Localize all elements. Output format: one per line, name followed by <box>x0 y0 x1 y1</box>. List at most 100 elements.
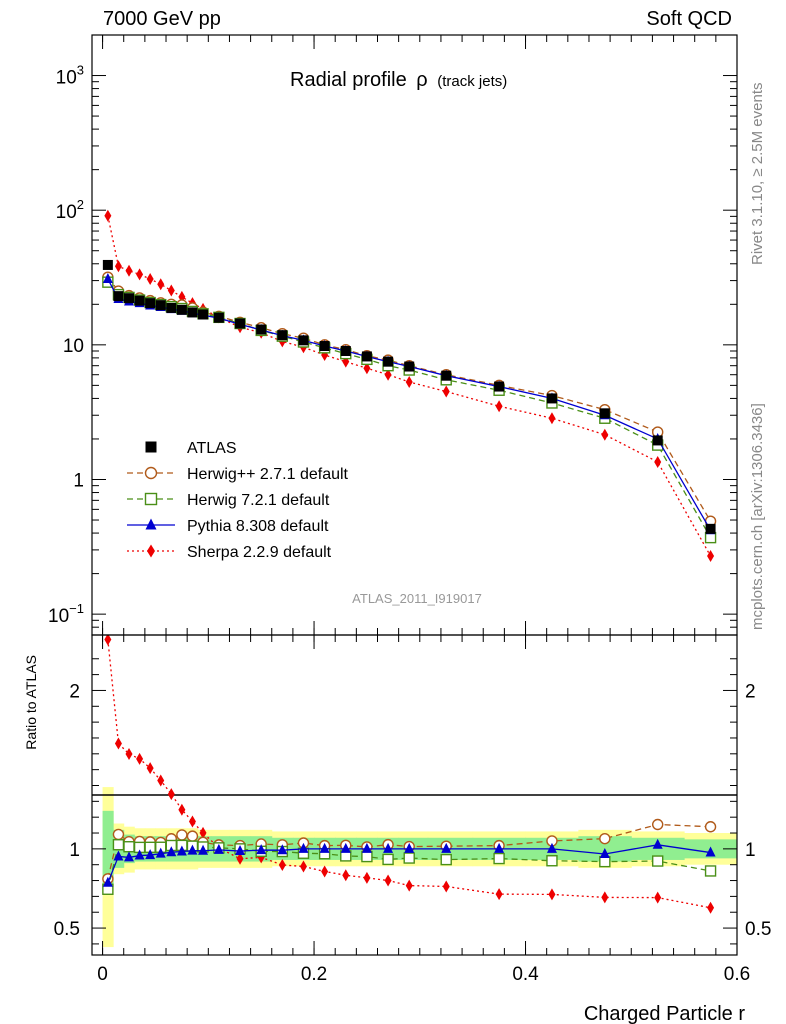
data-point <box>136 268 144 281</box>
ratio-point <box>403 852 415 864</box>
ratio-band-green <box>631 837 685 860</box>
side-label-rivet: Rivet 3.1.10, ≥ 2.5M events <box>749 83 766 266</box>
data-point <box>705 523 716 534</box>
series-sherpa-2-2-9-default <box>104 209 715 563</box>
data-point <box>654 455 662 468</box>
y-tick-label: 102 <box>56 197 84 223</box>
ratio-series-pythia-8-308-default <box>102 838 716 887</box>
data-point <box>146 273 154 286</box>
ratio-line <box>107 639 711 909</box>
data-point <box>256 324 267 335</box>
ratio-y-tick-label: 0.5 <box>54 919 80 940</box>
ratio-point <box>134 849 145 860</box>
series-line <box>107 215 712 557</box>
legend-label: Herwig++ 2.7.1 default <box>187 466 349 483</box>
ratio-y-tick-label-right: 1 <box>745 840 756 861</box>
ratio-point <box>145 849 156 860</box>
y-tick-label: 10 <box>63 336 84 357</box>
legend-item: Sherpa 2.2.9 default <box>127 544 332 561</box>
ratio-point <box>236 852 244 865</box>
ratio-point <box>382 853 394 866</box>
legend-item: ATLAS <box>145 440 237 457</box>
data-point <box>134 295 145 306</box>
ratio-point <box>176 829 188 841</box>
data-point <box>176 304 187 315</box>
ratio-point <box>146 762 154 775</box>
y-tick-label: 103 <box>56 63 84 89</box>
legend-label: Herwig 7.2.1 default <box>187 492 330 509</box>
data-point <box>166 302 177 313</box>
ratio-point <box>176 845 187 856</box>
ratio-point <box>112 828 125 841</box>
data-point <box>145 298 156 309</box>
side-label-mcplots: mcplots.cern.ch [arXiv:1306.3436] <box>749 403 766 630</box>
ratio-plot-series <box>102 635 717 914</box>
x-tick-label: 0 <box>97 964 108 985</box>
legend-label: Sherpa 2.2.9 default <box>187 544 332 561</box>
data-point <box>167 284 175 297</box>
data-point <box>124 293 135 304</box>
data-point <box>384 368 392 381</box>
ratio-point <box>442 880 450 893</box>
data-point <box>298 335 309 346</box>
legend-marker <box>144 466 158 480</box>
data-point <box>104 209 112 222</box>
data-point <box>546 393 557 404</box>
data-point <box>277 330 288 341</box>
ratio-point <box>441 842 452 853</box>
series-atlas <box>102 259 716 534</box>
ratio-point <box>157 774 165 787</box>
ratio-point <box>704 865 717 877</box>
axis-ticks: 0 0.2 0.4 0.6 10−1 1 10 102 103 0.5 0.5 1 1 2 2 <box>48 34 771 985</box>
legend-item: Herwig 7.2.1 default <box>127 492 330 509</box>
main-plot-series <box>102 209 717 563</box>
data-point <box>601 428 609 441</box>
legend: ATLAS Herwig++ 2.7.1 default Herwig 7.2.1 … <box>127 440 349 561</box>
ratio-point <box>199 826 207 839</box>
data-point <box>707 550 715 563</box>
ratio-band-green <box>102 810 114 887</box>
data-point <box>319 341 330 352</box>
legend-label: Pythia 8.308 default <box>187 518 329 535</box>
legend-marker <box>145 518 157 530</box>
ratio-y-tick-label-right: 0.5 <box>745 919 771 940</box>
ratio-point <box>102 876 113 887</box>
y-tick-label: 1 <box>73 470 84 491</box>
ratio-point <box>178 803 186 816</box>
ratio-y-tick-label: 2 <box>69 681 80 702</box>
ratio-point <box>342 869 350 882</box>
data-point <box>442 385 450 398</box>
ratio-point <box>188 815 196 828</box>
data-point <box>383 356 394 367</box>
data-point <box>340 345 351 356</box>
ratio-point <box>704 821 717 833</box>
ratio-plot-frame <box>91 634 738 956</box>
ratio-point <box>198 844 209 855</box>
header-right: Soft QCD <box>646 8 732 30</box>
x-tick-label: 0.4 <box>512 964 539 985</box>
data-point <box>114 260 122 273</box>
ratio-point <box>494 842 505 853</box>
ratio-point <box>187 844 198 855</box>
ratio-y-tick-label-right: 2 <box>745 681 756 702</box>
ratio-point <box>548 888 556 901</box>
ratio-point <box>705 846 716 857</box>
ratio-point <box>440 853 452 866</box>
x-tick-label: 0.6 <box>724 964 750 985</box>
ratio-point <box>601 891 609 904</box>
data-point <box>405 375 413 388</box>
ratio-point <box>278 858 286 871</box>
ratio-y-tick-label: 1 <box>69 840 80 861</box>
data-point <box>363 362 371 375</box>
ratio-point <box>186 830 199 842</box>
ratio-point <box>298 842 309 853</box>
chart-title: Radial profile ρ (track jets) <box>290 69 507 91</box>
ratio-point <box>599 832 611 845</box>
legend-item: Herwig++ 2.7.1 default <box>127 466 349 483</box>
ratio-point <box>652 838 663 849</box>
ratio-point <box>112 839 125 851</box>
ratio-point <box>167 788 175 801</box>
data-point <box>495 400 503 413</box>
data-point <box>235 318 246 329</box>
